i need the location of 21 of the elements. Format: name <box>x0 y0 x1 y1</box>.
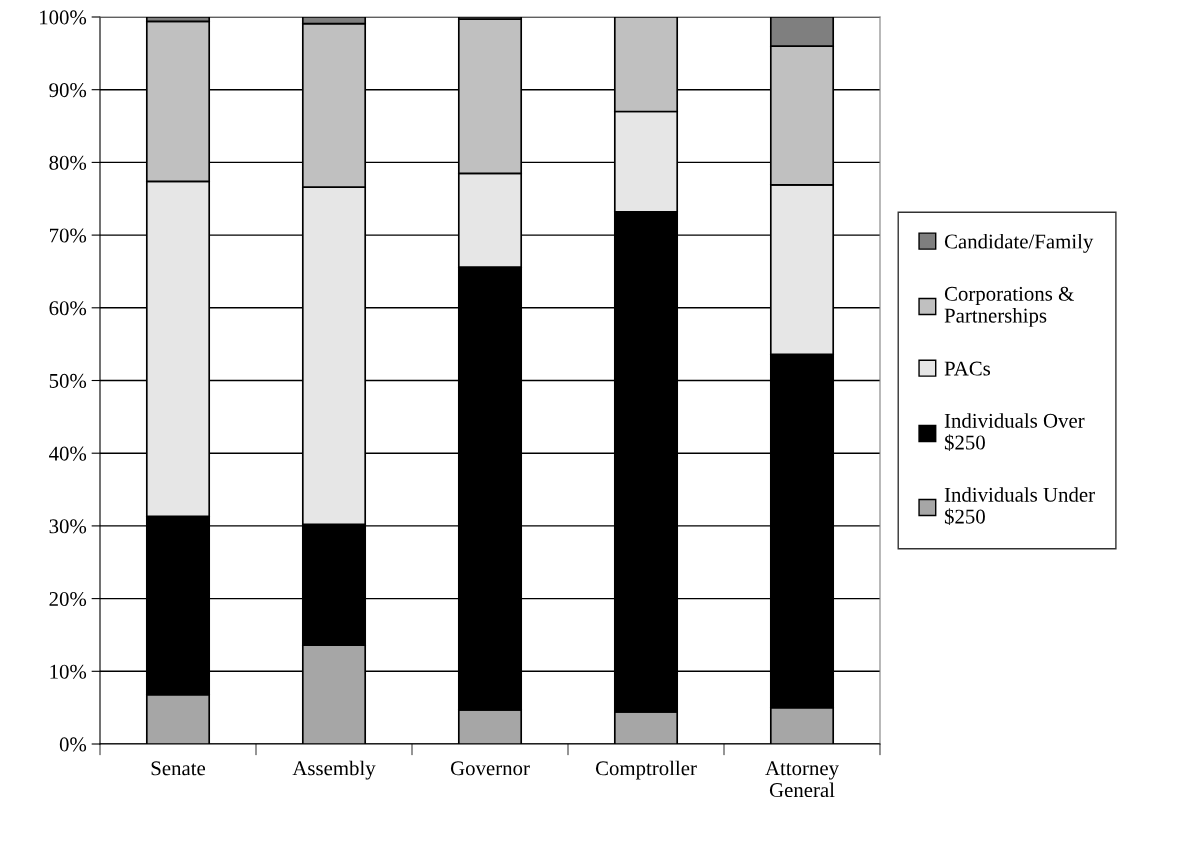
x-tick-label: Comptroller <box>595 760 697 780</box>
x-tick-label: Attorney General <box>765 761 839 798</box>
y-tick-label: 70% <box>49 228 87 243</box>
y-tick-label: 10% <box>50 664 87 679</box>
x-tick-label: Governor <box>450 761 530 776</box>
legend-label: Individuals Over $250 <box>944 413 1085 451</box>
legend-label: Individuals Under $250 <box>944 487 1095 526</box>
y-tick-label: 20% <box>49 591 87 607</box>
y-tick-label: 100% <box>40 10 87 25</box>
legend-label: Corporations & Partnerships <box>944 286 1074 327</box>
y-tick-label: 90% <box>49 83 87 98</box>
y-tick-label: 30% <box>49 519 87 534</box>
y-tick-label: 80% <box>49 155 87 170</box>
y-tick-label: 0% <box>59 737 87 752</box>
y-tick-label: 40% <box>49 446 87 461</box>
legend-label: PACs <box>944 361 991 376</box>
x-tick-label: Senate <box>151 761 206 776</box>
y-tick-label: 60% <box>49 301 87 316</box>
legend-label: Candidate/Family <box>944 233 1094 253</box>
x-tick-label: Assembly <box>292 760 376 780</box>
y-tick-label: 50% <box>49 373 87 388</box>
